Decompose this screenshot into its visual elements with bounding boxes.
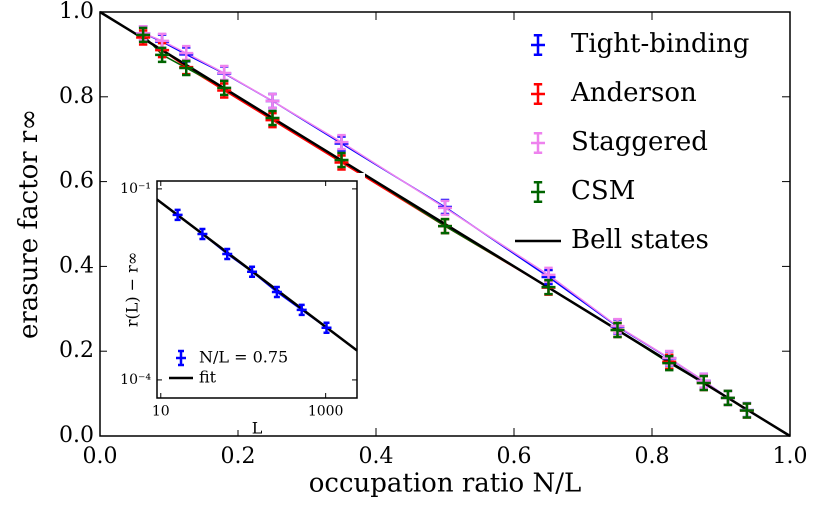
legend-marker [531, 131, 545, 155]
inset-background [107, 173, 365, 430]
error-bar-marker [271, 285, 282, 299]
x-tick-label: 1000 [308, 403, 344, 419]
error-bar-marker [296, 303, 307, 317]
error-bar-marker [321, 321, 332, 334]
y-tick-label: 1.0 [59, 0, 94, 24]
legend-marker [531, 33, 545, 57]
legend-marker [531, 82, 545, 106]
error-bar-marker [136, 26, 151, 44]
error-bar-marker [247, 265, 258, 278]
x-tick-label: 0.0 [83, 444, 118, 469]
legend-label: N/L = 0.75 [199, 348, 288, 367]
main-plot: 0.0 0.2 0.4 0.6 0.8 1.0 0.0 0.2 0.4 0.6 0.8 1.0 occu… [14, 0, 808, 498]
x-tick-label: 1.0 [773, 444, 808, 469]
error-bar-marker [541, 266, 556, 284]
y-tick-label: 0.6 [59, 169, 94, 194]
error-bar-marker [662, 354, 677, 372]
error-bar-marker [217, 64, 232, 82]
legend: Tight-binding Anderson Staggered CSM Bell st… [515, 29, 749, 255]
error-bar-marker [334, 133, 349, 151]
x-tick-label: 10 [152, 403, 170, 419]
legend-label: Bell states [571, 225, 709, 255]
y-tick-label: 0.8 [59, 84, 94, 109]
y-tick-label: 10⁻¹ [120, 181, 151, 197]
y-tick-label: 0.0 [59, 423, 94, 448]
x-axis-label: L [252, 418, 263, 437]
legend-label: CSM [571, 176, 635, 206]
x-tick-label: 0.4 [359, 444, 394, 469]
error-bar-marker [179, 44, 194, 62]
x-tick-label: 0.2 [221, 444, 256, 469]
error-bar-marker [720, 389, 735, 407]
legend-label: Tight-binding [571, 29, 749, 59]
legend-label: Staggered [571, 127, 708, 157]
error-bar-marker [155, 32, 170, 50]
y-axis-label: r(L) − r∞ [123, 252, 142, 327]
x-tick-label: 0.8 [635, 444, 670, 469]
y-axis-label: erasure factor r∞ [14, 109, 44, 339]
error-bar-marker [172, 208, 183, 222]
legend-marker [531, 180, 545, 204]
x-axis-label: occupation ratio N/L [309, 468, 581, 498]
error-bar-marker [334, 151, 349, 169]
error-bar-marker [197, 227, 208, 241]
error-bar-marker [265, 109, 280, 127]
axes-frame [156, 180, 358, 399]
error-bar-marker [610, 321, 625, 339]
error-bar-marker [696, 374, 711, 392]
series-line [156, 198, 358, 352]
legend-label: Anderson [570, 78, 697, 108]
error-bar-marker [438, 217, 452, 235]
error-bar-marker [265, 92, 280, 110]
legend-marker [176, 349, 186, 367]
legend-label: fit [199, 368, 217, 387]
y-tick-label: 0.2 [59, 338, 94, 363]
x-tick-label: 0.6 [497, 444, 532, 469]
error-bar-marker [541, 278, 556, 296]
error-bar-marker [739, 402, 754, 419]
y-tick-label: 10⁻⁴ [120, 372, 151, 388]
error-bar-marker [179, 59, 194, 77]
axes-frame [99, 11, 791, 437]
error-bar-marker [155, 46, 170, 64]
error-bar-marker [217, 79, 232, 97]
error-bar-marker [222, 247, 233, 261]
y-tick-label: 0.4 [59, 253, 94, 278]
error-bar-marker [438, 199, 452, 217]
